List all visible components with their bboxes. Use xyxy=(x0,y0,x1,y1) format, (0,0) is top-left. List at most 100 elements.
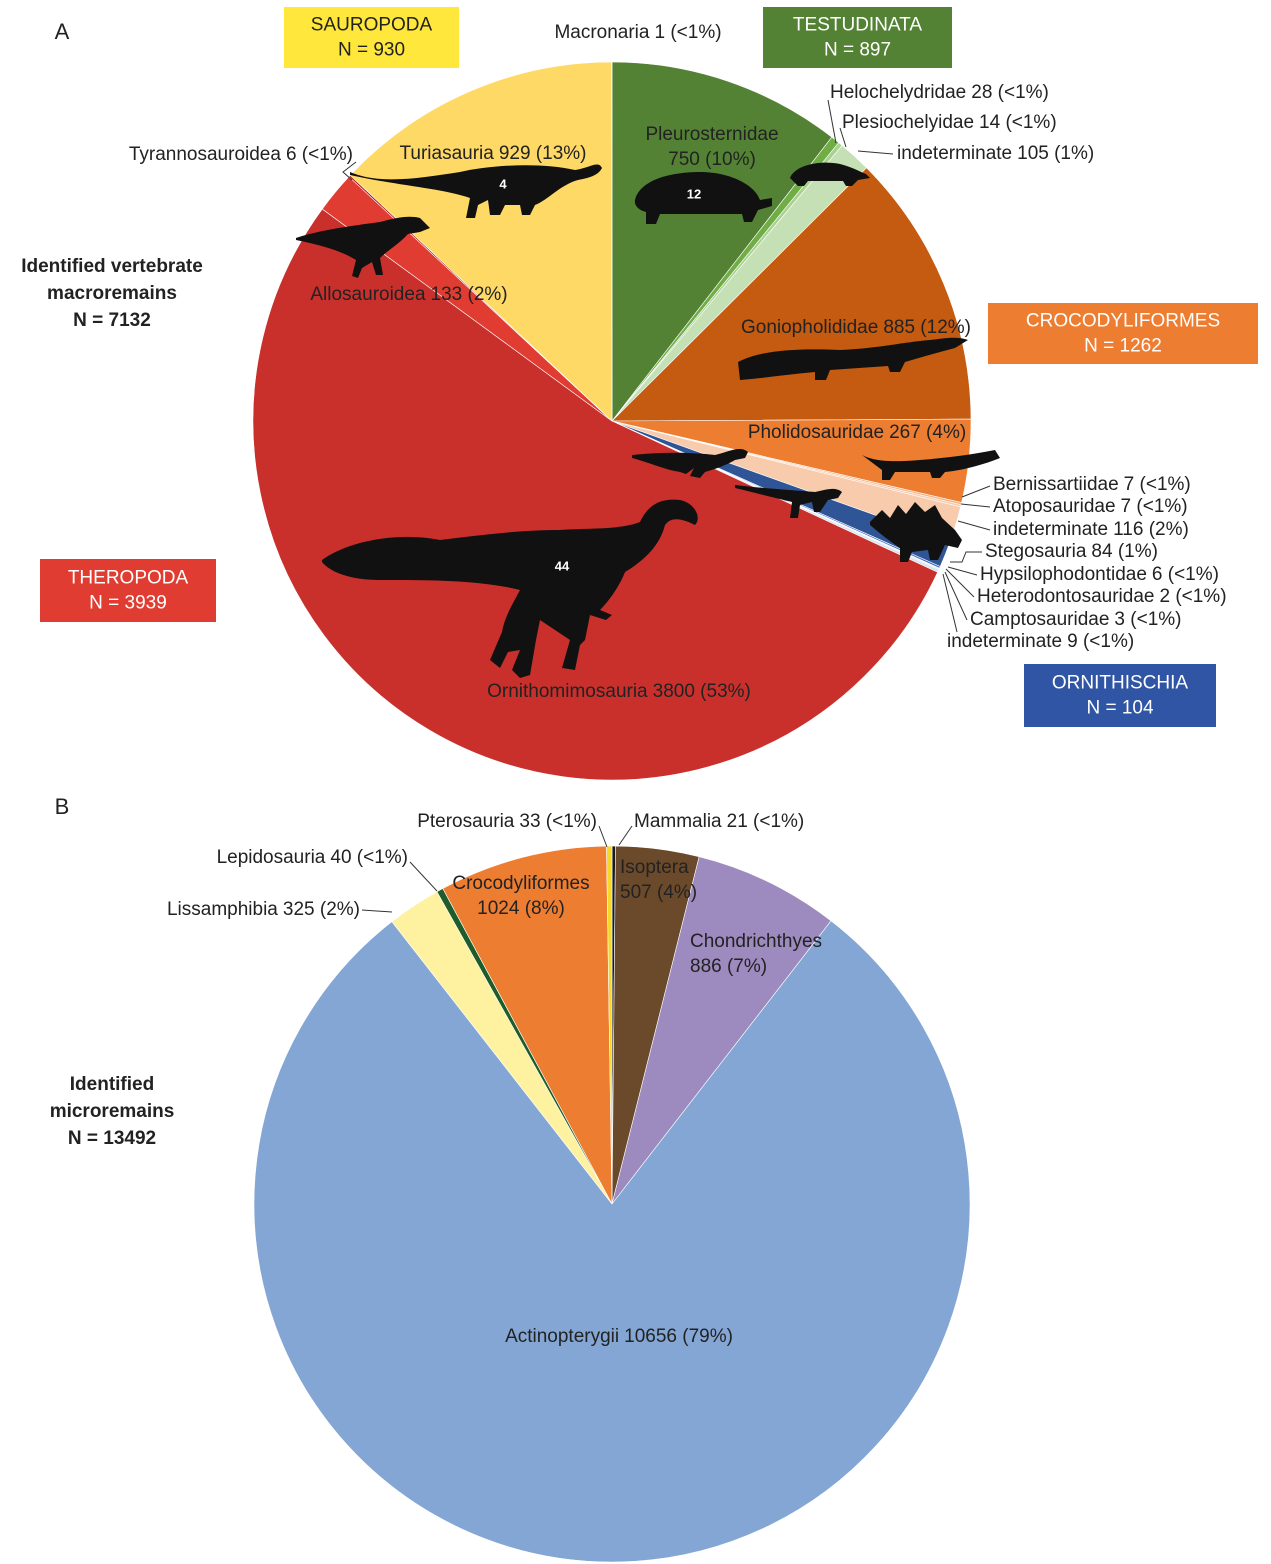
group-count: N = 1262 xyxy=(1084,336,1162,357)
slice-label: Pterosauria33 (<1%) xyxy=(417,811,597,832)
slice-value: 885 (12%) xyxy=(883,317,971,338)
silhouette-count: 44 xyxy=(555,558,570,573)
slice-value: 7 (<1%) xyxy=(1124,474,1191,495)
group-count: N = 930 xyxy=(338,40,405,61)
slice-value: 507 (4%) xyxy=(620,882,697,903)
side-title: macroremains xyxy=(47,283,177,304)
slice-label: Ornithomimosauria3800 (53%) xyxy=(487,681,751,702)
slice-name: indeterminate xyxy=(993,519,1108,540)
slice-name: Heterodontosauridae xyxy=(977,586,1154,607)
group-count: N = 3939 xyxy=(89,593,167,614)
slice-name: Lepidosauria xyxy=(217,847,326,868)
leader-line xyxy=(858,151,893,154)
slice-name: Mammalia xyxy=(634,811,722,832)
group-name: ORNITHISCHIA xyxy=(1052,673,1189,694)
slice-value: 1 (<1%) xyxy=(654,22,721,43)
leader-line xyxy=(958,521,990,530)
slice-name: Turiasauria xyxy=(399,143,494,164)
slice-value: 14 (<1%) xyxy=(979,112,1057,133)
silhouette-count: 12 xyxy=(687,186,701,201)
slice-label: Lissamphibia325 (2%) xyxy=(167,899,360,920)
group-name: SAUROPODA xyxy=(311,15,433,36)
slice-value: 10656 (79%) xyxy=(624,1326,733,1347)
leader-line xyxy=(599,826,607,847)
slice-value: 84 (1%) xyxy=(1091,541,1158,562)
figure: AIdentified vertebratemacroremainsN = 71… xyxy=(0,0,1271,1564)
slice-name: indeterminate xyxy=(947,631,1062,652)
slice-name: Pterosauria xyxy=(417,811,515,832)
slice-name: Hypsilophodontidae xyxy=(980,564,1147,585)
slice-value: 116 (2%) xyxy=(1113,519,1189,540)
slice-name: Goniopholididae xyxy=(741,317,878,338)
group-count: N = 897 xyxy=(824,40,891,61)
side-title: N = 7132 xyxy=(73,310,151,331)
slice-value: 21 (<1%) xyxy=(727,811,805,832)
silhouette-count: 4 xyxy=(499,176,507,191)
leader-line xyxy=(410,862,437,891)
slice-value: 3800 (53%) xyxy=(653,681,751,702)
slice-value: 28 (<1%) xyxy=(971,82,1049,103)
slice-value: 6 (<1%) xyxy=(1152,564,1219,585)
slice-value: 3 (<1%) xyxy=(1114,609,1181,630)
slice-name: Macronaria xyxy=(554,22,649,43)
slice-name: Stegosauria xyxy=(985,541,1087,562)
slice-name: Pleurosternidae xyxy=(645,124,778,145)
group-name: TESTUDINATA xyxy=(793,15,922,36)
side-title: N = 13492 xyxy=(68,1128,156,1149)
slice-name: Crocodyliformes xyxy=(452,873,589,894)
pie-b xyxy=(254,846,970,1562)
slice-name: Pholidosauridae xyxy=(748,422,884,443)
slice-name: Chondrichthyes xyxy=(690,931,822,952)
leader-line xyxy=(962,486,990,497)
slice-name: indeterminate xyxy=(897,143,1012,164)
slice-value: 886 (7%) xyxy=(690,956,767,977)
slice-name: Helochelydridae xyxy=(830,82,966,103)
panel-label: A xyxy=(55,19,70,44)
slice-name: Plesiochelyidae xyxy=(842,112,974,133)
slice-name: Bernissartiidae xyxy=(993,474,1119,495)
side-title: microremains xyxy=(50,1101,175,1122)
slice-value: 6 (<1%) xyxy=(286,144,353,165)
leader-line xyxy=(961,504,990,507)
slice-name: Allosauroidea xyxy=(310,284,426,305)
leader-line xyxy=(950,552,982,562)
leader-line xyxy=(948,567,977,575)
slice-value: 7 (<1%) xyxy=(1121,496,1188,517)
slice-name: Ornithomimosauria xyxy=(487,681,648,702)
slice-name: Atoposauridae xyxy=(993,496,1116,517)
slice-value: 105 (1%) xyxy=(1017,143,1094,164)
slice-value: 40 (<1%) xyxy=(330,847,408,868)
side-title: Identified xyxy=(70,1074,154,1095)
leader-line xyxy=(619,826,632,845)
slice-value: 33 (<1%) xyxy=(519,811,597,832)
slice-name: Camptosauridae xyxy=(970,609,1109,630)
panel-label: B xyxy=(55,794,70,819)
slice-name: Lissamphibia xyxy=(167,899,278,920)
group-name: CROCODYLIFORMES xyxy=(1026,311,1220,332)
slice-value: 750 (10%) xyxy=(668,149,756,170)
slice-name: Actinopterygii xyxy=(505,1326,619,1347)
slice-name: Isoptera xyxy=(620,857,689,878)
slice-value: 325 (2%) xyxy=(283,899,360,920)
slice-value: 9 (<1%) xyxy=(1067,631,1134,652)
slice-value: 133 (2%) xyxy=(431,284,508,305)
